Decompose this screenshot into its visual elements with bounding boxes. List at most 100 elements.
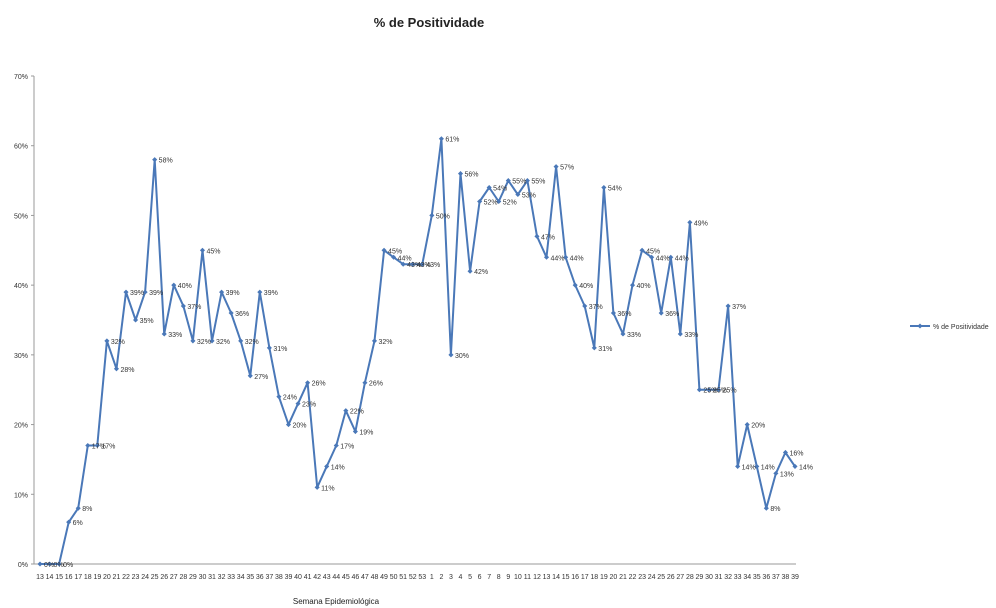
data-point	[352, 428, 358, 435]
data-point	[763, 505, 769, 511]
x-tick-label: 53	[418, 574, 426, 581]
x-tick-label: 1	[430, 574, 434, 581]
data-point	[591, 345, 597, 351]
data-point	[285, 422, 292, 428]
x-tick-label: 28	[179, 574, 187, 581]
data-point	[371, 338, 378, 344]
x-tick-label: 23	[132, 574, 140, 581]
data-label: 22%	[350, 409, 364, 416]
x-tick-label: 15	[562, 574, 570, 581]
x-tick-label: 20	[103, 574, 111, 581]
data-point	[104, 338, 110, 344]
data-point	[429, 212, 435, 218]
data-label: 54%	[493, 186, 507, 193]
data-point	[629, 282, 636, 288]
data-label: 44%	[656, 255, 670, 262]
data-label: 57%	[560, 165, 574, 172]
data-point	[123, 289, 129, 295]
data-point	[677, 331, 683, 337]
data-label: 26%	[312, 381, 326, 388]
x-tick-label: 22	[629, 574, 637, 581]
data-point	[199, 247, 206, 253]
data-label: 24%	[283, 395, 297, 402]
x-tick-label: 34	[237, 574, 245, 581]
data-point	[658, 310, 664, 316]
data-label: 44%	[675, 255, 689, 262]
data-point	[610, 310, 616, 316]
data-label: 0%	[44, 562, 54, 569]
x-tick-label: 22	[122, 574, 130, 581]
data-point	[171, 282, 177, 288]
data-label: 37%	[589, 304, 603, 311]
x-tick-label: 48	[371, 574, 379, 581]
x-tick-label: 9	[506, 574, 510, 581]
data-label: 33%	[627, 332, 641, 339]
data-label: 16%	[789, 450, 803, 457]
data-label: 55%	[531, 179, 545, 186]
x-tick-label: 29	[189, 574, 197, 581]
data-point	[477, 198, 483, 205]
data-label: 44%	[551, 255, 565, 262]
x-tick-label: 25	[657, 574, 665, 581]
data-point	[467, 268, 473, 274]
data-label: 43%	[407, 262, 421, 269]
data-point	[419, 261, 425, 267]
data-label: 47%	[541, 234, 555, 241]
x-tick-label: 14	[46, 574, 54, 581]
data-label: 45%	[646, 248, 660, 255]
data-label: 44%	[398, 255, 412, 262]
data-label: 11%	[321, 485, 335, 492]
data-label: 31%	[598, 346, 612, 353]
data-label: 56%	[465, 172, 479, 179]
data-point	[75, 505, 81, 511]
data-point	[582, 303, 588, 309]
data-label: 28%	[120, 367, 134, 374]
data-label: 23%	[302, 402, 316, 409]
data-point	[773, 470, 779, 476]
data-label: 35%	[140, 318, 154, 325]
data-point	[228, 310, 234, 316]
x-tick-label: 39	[285, 574, 293, 581]
x-tick-label: 50	[390, 574, 398, 581]
data-point	[735, 463, 741, 469]
data-point	[276, 394, 282, 400]
data-point	[505, 178, 511, 184]
data-label: 32%	[245, 339, 259, 346]
data-point	[66, 519, 72, 525]
x-tick-label: 44	[332, 574, 340, 581]
x-tick-label: 31	[715, 574, 723, 581]
data-label: 37%	[732, 304, 746, 311]
data-label: 17%	[101, 443, 115, 450]
x-tick-label: 27	[676, 574, 684, 581]
x-tick-label: 46	[351, 574, 359, 581]
x-tick-label: 45	[342, 574, 350, 581]
data-point	[725, 303, 731, 309]
data-label: 19%	[359, 430, 373, 437]
data-label: 13%	[780, 471, 794, 478]
y-tick-label: 60%	[14, 144, 28, 151]
data-label: 20%	[292, 423, 306, 430]
x-tick-label: 42	[313, 574, 321, 581]
data-label: 8%	[82, 506, 92, 513]
data-label: 25%	[703, 388, 717, 395]
series-line	[40, 137, 796, 565]
x-tick-label: 19	[93, 574, 101, 581]
data-label: 14%	[761, 464, 775, 471]
data-point	[238, 338, 244, 344]
data-label: 50%	[436, 213, 450, 220]
x-tick-label: 34	[743, 574, 751, 581]
x-tick-label: 13	[543, 574, 551, 581]
x-tick-label: 20	[610, 574, 618, 581]
data-label: 30%	[455, 353, 469, 360]
data-label: 32%	[216, 339, 230, 346]
x-tick-label: 41	[304, 574, 312, 581]
x-tick-label: 8	[497, 574, 501, 581]
data-label: 43%	[417, 262, 431, 269]
data-point	[553, 164, 559, 170]
x-tick-label: 7	[487, 574, 491, 581]
x-tick-label: 36	[762, 574, 770, 581]
x-tick-label: 26	[160, 574, 168, 581]
x-tick-label: 24	[648, 574, 656, 581]
data-label: 32%	[197, 339, 211, 346]
